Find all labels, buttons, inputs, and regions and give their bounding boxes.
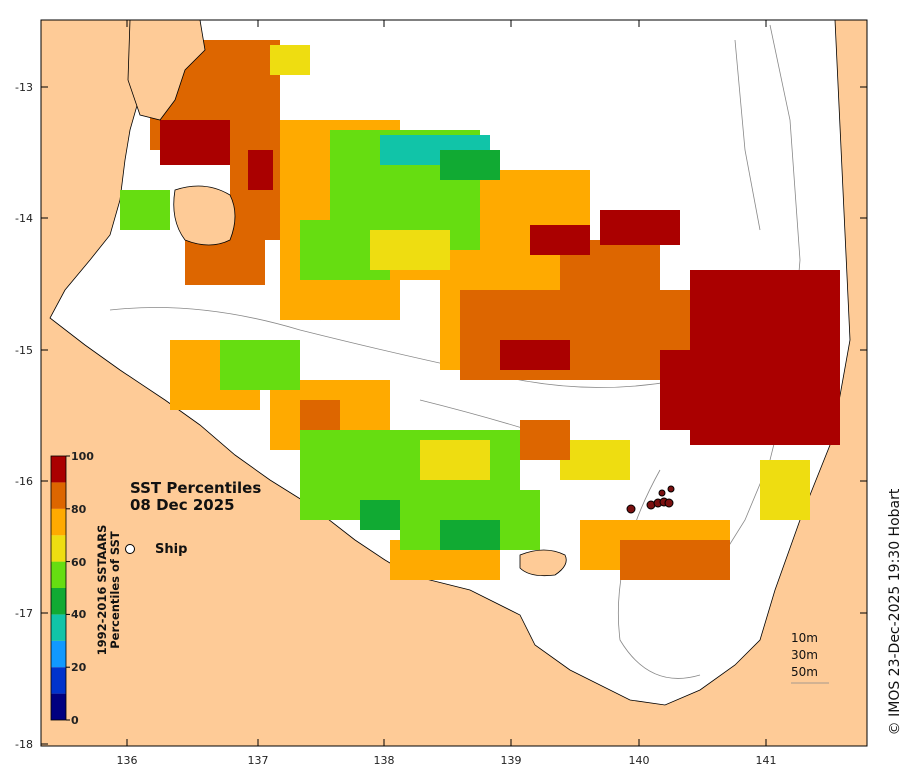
lat-axis: -13 -14 -15 -16 -17 -18 [15,81,867,751]
colorbar-cell [51,482,66,509]
lat-tick-label: -15 [15,344,33,357]
lat-tick-label: -18 [15,738,33,751]
colorbar-cell [51,535,66,562]
ship-track [626,485,675,514]
colorbar-frame [50,455,67,721]
islands [127,20,567,577]
lon-tick-label: 141 [756,754,777,767]
map-date: 08 Dec 2025 [130,496,235,514]
sst-region-yellow [270,45,450,270]
colorbar-cell [51,667,66,694]
ship-legend-label: Ship [155,542,187,557]
colorbar: 100 80 60 40 20 0 1992-2016 SSTAARS Perc… [50,450,122,727]
sst-heatmap [120,40,840,580]
colorbar-cell [51,693,66,720]
colorbar-cell [51,508,66,536]
depth-legend-label: 30m [791,648,818,662]
lat-tick-label: -17 [15,607,33,620]
map-title: SST Percentiles [130,479,261,497]
imos-credit: © IMOS 23-Dec-2025 19:30 Hobart [887,488,903,735]
colorbar-cell [51,614,66,641]
ship-marker [664,498,674,508]
sst-region-south-orange [300,400,730,580]
colorbar-cell [51,640,66,668]
sst-region-south-yellow [420,440,810,520]
lat-tick-label: -16 [15,475,33,488]
colorbar-tick-label: 40 [71,608,87,621]
lon-tick-label: 137 [248,754,269,767]
ship-marker [667,485,675,493]
colorbar-tick-label: 100 [71,450,94,463]
ship-legend-icon [125,544,135,554]
colorbar-cell [51,588,66,615]
depth-legend-label: 10m [791,631,818,645]
lat-tick-label: -14 [15,212,33,225]
colorbar-cell [51,561,66,588]
lon-tick-label: 136 [117,754,138,767]
lon-tick-label: 140 [629,754,650,767]
sst-region-green-dark [440,150,500,180]
colorbar-tick-label: 20 [71,661,87,674]
ship-marker [658,489,666,497]
colorbar-tick-label: 0 [71,714,79,727]
sst-region-nw-hot [160,120,273,190]
plot-frame [40,19,868,747]
colorbar-cells [51,456,66,720]
north-west-headland [127,20,206,121]
sst-region-south-green-dark [360,500,500,550]
lon-tick-label: 139 [501,754,522,767]
lon-axis: 136 137 138 139 140 141 [117,20,777,767]
colorbar-title-line1: 1992-2016 SSTAARS [95,525,109,656]
lon-tick-label: 138 [374,754,395,767]
colorbar-title-line2: Percentiles of SST [108,531,122,649]
colorbar-cell [51,456,66,483]
depth-legend-label: 50m [791,665,818,679]
colorbar-tick-label: 80 [71,503,87,516]
colorbar-tick-label: 60 [71,556,87,569]
ship-marker [626,504,636,514]
sst-region-east-hot [500,210,840,445]
lat-tick-label: -13 [15,81,33,94]
groote-eylandt-island [173,185,236,246]
mornington-island [519,549,567,577]
